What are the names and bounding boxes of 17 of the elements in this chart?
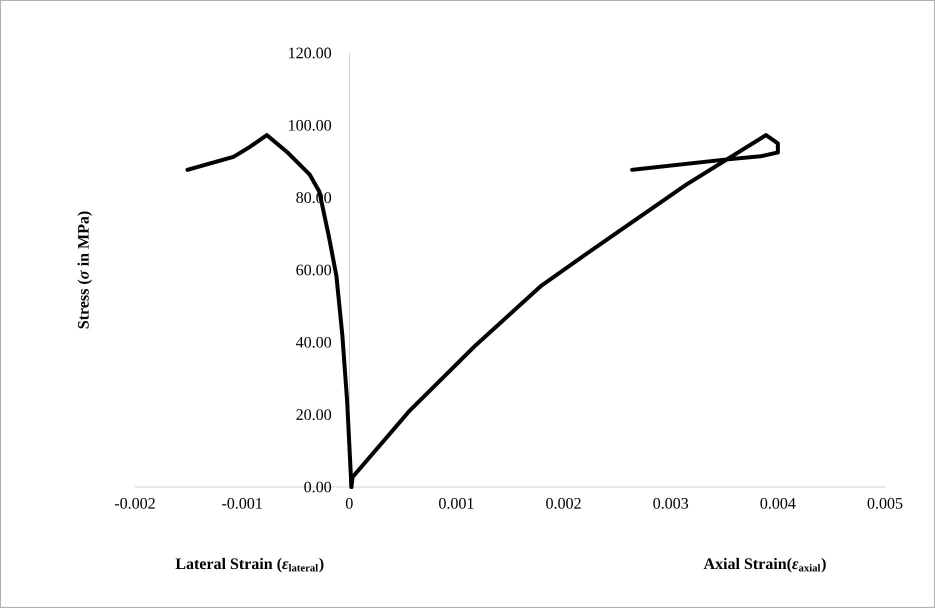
text: Lateral Strain (ε$_{lateral}$) [176,558,324,572]
x-tick-label: 0.002 [546,498,581,509]
text: Axial Strain(ε$_{axial}$) [704,558,826,572]
x-tick-label: -0.002 [114,498,155,509]
x-tick-label: 0.004 [760,498,796,509]
x-tick-label: 0.001 [439,498,474,509]
y-tick-label: 40.00 [296,336,332,348]
y-tick-label: 0.00 [304,482,332,492]
y-axis-title: Stress (σ in MPa) [77,211,92,328]
y-tick-label: 100.00 [289,120,332,131]
x-tick-label: 0.003 [653,498,688,509]
x-tick-label: -0.001 [222,498,262,509]
y-tick-label: 20.00 [296,409,332,420]
y-tick-label: 60.00 [296,264,332,276]
y-tick-label: 120.00 [289,48,332,58]
x-tick-label: 0 [346,498,353,509]
x-tick-label: 0.005 [868,498,902,509]
